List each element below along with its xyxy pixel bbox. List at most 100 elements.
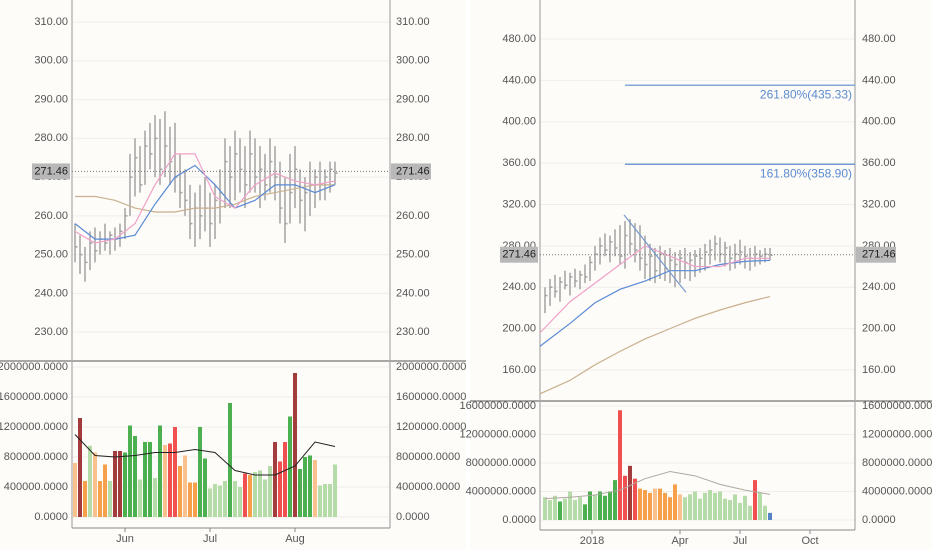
volume-bar bbox=[303, 457, 307, 517]
volume-bar bbox=[558, 501, 562, 520]
volume-bar bbox=[568, 491, 572, 520]
volume-bar bbox=[638, 488, 642, 520]
volume-bar bbox=[548, 500, 552, 520]
volume-bar bbox=[563, 498, 567, 520]
volume-bar bbox=[253, 472, 257, 517]
volume-bar bbox=[733, 494, 737, 520]
volume-bar bbox=[228, 403, 232, 517]
volume-bar bbox=[223, 481, 227, 517]
y-tick-label: 480.00 bbox=[862, 33, 896, 45]
volume-bar bbox=[318, 485, 322, 517]
volume-bar bbox=[678, 494, 682, 520]
y-tick-label: 260.00 bbox=[396, 210, 430, 222]
volume-bar bbox=[138, 479, 142, 517]
fib-label: 261.80%(435.33) bbox=[760, 87, 852, 101]
volume-bar bbox=[608, 491, 612, 520]
volume-bar bbox=[573, 500, 577, 520]
volume-bar bbox=[578, 497, 582, 520]
volume-bar bbox=[673, 484, 677, 520]
y-tick-label: 0.0000 bbox=[502, 514, 536, 526]
volume-bar bbox=[83, 481, 87, 517]
y-tick-label: 12000000.0000 bbox=[460, 428, 536, 440]
volume-bar bbox=[268, 466, 272, 517]
last-price-label: 271.46 bbox=[862, 249, 896, 261]
volume-bar bbox=[618, 410, 622, 520]
y-tick-label: 240.00 bbox=[862, 281, 896, 293]
volume-bar bbox=[178, 466, 182, 517]
volume-bar bbox=[143, 442, 147, 517]
volume-bar bbox=[603, 495, 607, 520]
volume-bar bbox=[123, 452, 127, 517]
volume-bar bbox=[768, 512, 772, 520]
y-tick-label: 280.00 bbox=[396, 132, 430, 144]
y-tick-label: 320.00 bbox=[862, 198, 896, 210]
volume-bar bbox=[198, 427, 202, 517]
volume-bar bbox=[128, 425, 132, 517]
volume-bar bbox=[93, 452, 97, 517]
volume-bar bbox=[208, 488, 212, 517]
y-tick-label: 0.0000 bbox=[34, 511, 68, 523]
y-tick-label: 200.00 bbox=[502, 323, 536, 335]
y-tick-label: 240.00 bbox=[34, 287, 68, 299]
volume-bar bbox=[278, 461, 282, 517]
moving-average bbox=[539, 295, 771, 395]
y-tick-label: 480.00 bbox=[502, 33, 536, 45]
y-tick-label: 4000000.0000 bbox=[862, 485, 932, 497]
last-price-label: 271.46 bbox=[396, 165, 430, 177]
volume-bar bbox=[653, 488, 657, 520]
volume-bar bbox=[323, 484, 327, 517]
volume-bar bbox=[248, 475, 252, 517]
x-tick-label: Jul bbox=[203, 533, 217, 545]
y-tick-label: 0.0000 bbox=[396, 511, 430, 523]
last-price-box bbox=[391, 163, 431, 180]
volume-bar bbox=[73, 463, 77, 517]
volume-bar bbox=[748, 505, 752, 520]
volume-bar bbox=[168, 443, 172, 517]
y-tick-label: 8000000.0000 bbox=[466, 457, 536, 469]
volume-bar bbox=[218, 485, 222, 517]
volume-bar bbox=[613, 480, 617, 520]
y-tick-label: 1600000.0000 bbox=[0, 391, 68, 403]
volume-bar bbox=[293, 373, 297, 517]
y-tick-label: 0.0000 bbox=[862, 514, 896, 526]
volume-bar bbox=[703, 492, 707, 520]
volume-ma bbox=[544, 471, 771, 500]
volume-bar bbox=[553, 495, 557, 520]
volume-bar bbox=[258, 470, 262, 517]
last-price-label: 271.46 bbox=[34, 165, 68, 177]
volume-bar bbox=[593, 494, 597, 520]
volume-bar bbox=[113, 451, 117, 517]
y-tick-label: 240.00 bbox=[396, 287, 430, 299]
last-price-box bbox=[856, 246, 896, 263]
volume-bar bbox=[133, 436, 137, 517]
volume-bar bbox=[598, 491, 602, 520]
volume-bar bbox=[153, 478, 157, 517]
y-tick-label: 440.00 bbox=[862, 74, 896, 86]
x-tick-label: Oct bbox=[801, 535, 818, 547]
y-tick-label: 360.00 bbox=[502, 157, 536, 169]
y-tick-label: 260.00 bbox=[34, 210, 68, 222]
last-price-label: 271.46 bbox=[502, 249, 536, 261]
volume-bar bbox=[243, 473, 247, 517]
y-tick-label: 440.00 bbox=[502, 74, 536, 86]
volume-bar bbox=[288, 416, 292, 517]
volume-bar bbox=[688, 494, 692, 520]
last-price-box bbox=[32, 163, 70, 180]
y-tick-label: 160.00 bbox=[862, 364, 896, 376]
volume-bar bbox=[118, 451, 122, 517]
y-tick-label: 280.00 bbox=[34, 132, 68, 144]
y-tick-label: 800000.0000 bbox=[4, 451, 68, 463]
y-tick-label: 200.00 bbox=[862, 323, 896, 335]
moving-average bbox=[75, 184, 335, 213]
y-tick-label: 16000000.0000 bbox=[862, 400, 932, 412]
x-tick-label: 2018 bbox=[580, 535, 604, 547]
y-tick-label: 290.00 bbox=[34, 93, 68, 105]
y-tick-label: 310.00 bbox=[34, 16, 68, 28]
volume-bar bbox=[98, 481, 102, 517]
volume-bar bbox=[283, 442, 287, 517]
y-tick-label: 400000.0000 bbox=[396, 481, 460, 493]
volume-bar bbox=[728, 500, 732, 520]
y-tick-label: 12000000.0000 bbox=[862, 428, 932, 440]
volume-bar bbox=[663, 492, 667, 520]
